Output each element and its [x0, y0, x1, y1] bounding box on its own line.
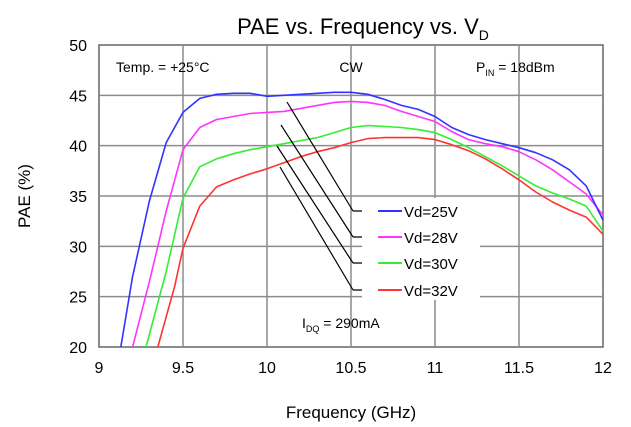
grid	[99, 45, 603, 347]
legend-pointer	[280, 124, 354, 238]
legend-label: Vd=25V	[404, 204, 458, 221]
series-line-vd-32v	[157, 136, 604, 348]
x-tick-label: 11	[427, 360, 444, 377]
y-tick-label: 20	[69, 340, 87, 357]
mode-annotation: CW	[339, 59, 363, 75]
y-tick-label: 30	[69, 239, 87, 256]
pin-annotation: PIN = 18dBm	[476, 59, 555, 78]
y-tick-label: 35	[69, 189, 87, 206]
legend-pointer	[279, 166, 354, 291]
y-tick-labels: 20 25 30 35 40 45 50	[69, 38, 87, 357]
series-line-vd-28v	[131, 100, 604, 348]
y-tick-label: 25	[69, 290, 87, 307]
chart-title: PAE vs. Frequency vs. VD	[237, 14, 489, 43]
x-axis-label: Frequency (GHz)	[286, 403, 416, 422]
x-tick-labels: 9 9.5 10 10.5 11 11.5 12	[95, 360, 612, 377]
idq-annotation: IDQ = 290mA	[302, 315, 380, 334]
x-tick-label: 10	[258, 360, 276, 377]
x-tick-label: 10.5	[335, 360, 366, 377]
series-lines	[120, 91, 604, 348]
legend: Vd=25V Vd=28V Vd=30V Vd=32V	[362, 198, 480, 300]
y-tick-label: 50	[69, 38, 87, 55]
legend-label: Vd=32V	[404, 283, 458, 300]
legend-label: Vd=30V	[404, 256, 458, 273]
legend-label: Vd=28V	[404, 230, 458, 247]
y-tick-label: 40	[69, 139, 87, 156]
y-axis-label: PAE (%)	[15, 164, 34, 228]
series-line-vd-30v	[145, 124, 604, 348]
x-tick-label: 9	[95, 360, 104, 377]
x-tick-label: 11.5	[504, 360, 534, 377]
legend-background	[362, 198, 480, 300]
y-tick-label: 45	[69, 88, 87, 105]
legend-pointer	[276, 145, 354, 264]
series-line-vd-25v	[120, 91, 604, 348]
temp-annotation: Temp. = +25°C	[116, 59, 210, 75]
x-tick-label: 9.5	[172, 360, 194, 377]
x-tick-label: 12	[594, 360, 612, 377]
legend-pointer	[286, 101, 354, 212]
